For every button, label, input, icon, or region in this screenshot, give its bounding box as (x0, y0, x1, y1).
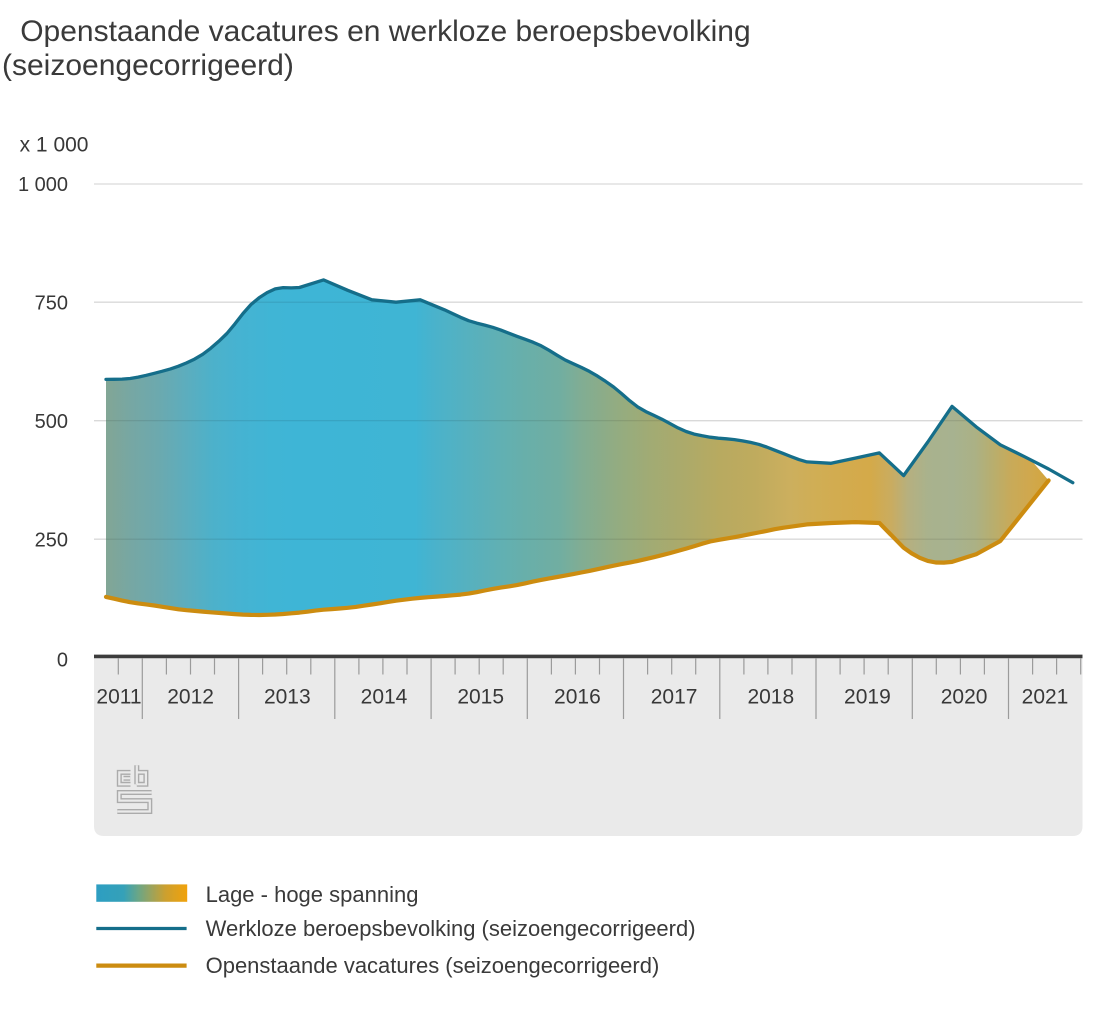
svg-text:2012: 2012 (167, 686, 214, 709)
svg-text:250: 250 (35, 529, 68, 551)
svg-text:2016: 2016 (554, 686, 601, 709)
svg-text:Werkloze beroepsbevolking (sei: Werkloze beroepsbevolking (seizoengecorr… (206, 916, 696, 941)
svg-text:x 1 000: x 1 000 (20, 134, 89, 157)
svg-text:750: 750 (35, 292, 68, 314)
svg-text:0: 0 (57, 650, 68, 672)
svg-text:2020: 2020 (941, 686, 988, 709)
svg-text:2014: 2014 (361, 686, 408, 709)
svg-text:2011: 2011 (96, 686, 141, 709)
svg-text:2013: 2013 (264, 686, 311, 709)
svg-text:2015: 2015 (457, 686, 504, 709)
svg-text:1 000: 1 000 (18, 174, 68, 196)
svg-text:Lage - hoge spanning: Lage - hoge spanning (206, 882, 419, 907)
svg-text:2018: 2018 (747, 686, 794, 709)
svg-text:500: 500 (35, 411, 68, 433)
svg-text:Openstaande vacatures en werkl: Openstaande vacatures en werkloze beroep… (20, 15, 750, 48)
svg-text:(seizoengecorrigeerd): (seizoengecorrigeerd) (2, 49, 294, 82)
svg-text:Openstaande vacatures (seizoen: Openstaande vacatures (seizoengecorrigee… (206, 953, 660, 978)
svg-text:2021: 2021 (1022, 686, 1069, 709)
svg-text:2019: 2019 (844, 686, 891, 709)
svg-text:2017: 2017 (651, 686, 698, 709)
